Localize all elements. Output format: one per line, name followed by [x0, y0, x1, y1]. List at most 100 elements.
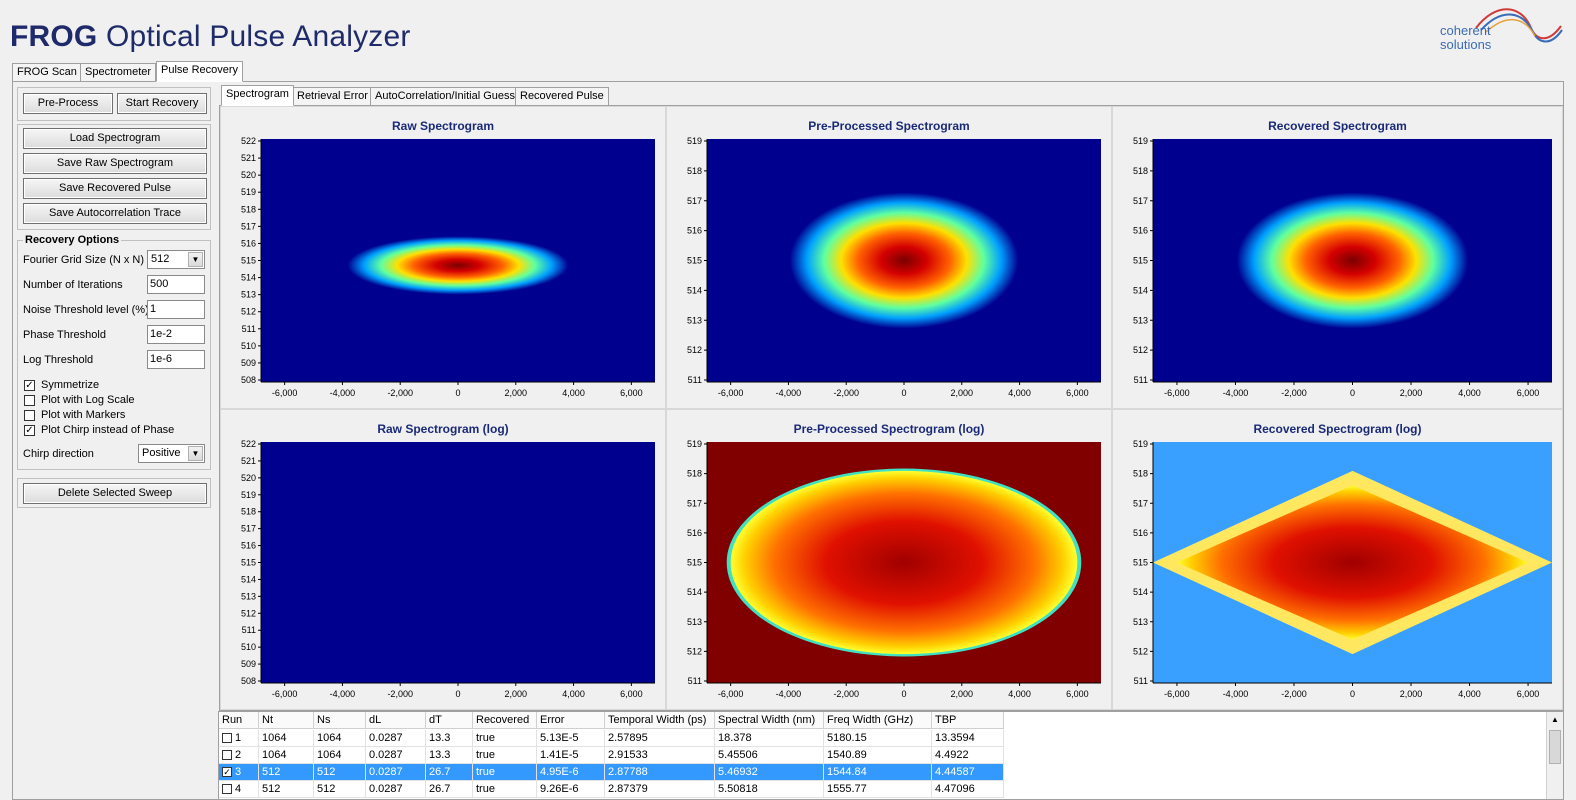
table-cell[interactable]: 0.0287: [366, 764, 426, 781]
phase-threshold-input[interactable]: 1e-2: [147, 325, 205, 344]
tab-retrieval-error[interactable]: Retrieval Error: [292, 87, 373, 106]
table-cell[interactable]: 5180.15: [824, 730, 932, 747]
table-cell[interactable]: 512: [314, 781, 366, 798]
x-tick-label: 0: [455, 689, 460, 699]
load-spectrogram-button[interactable]: Load Spectrogram: [23, 128, 207, 149]
table-cell[interactable]: 18.378: [715, 730, 824, 747]
y-tick-label: 513: [1133, 315, 1148, 325]
preprocess-button[interactable]: Pre-Process: [23, 93, 113, 114]
app-title: FROG Optical Pulse Analyzer: [10, 20, 411, 54]
tab-frog-scan[interactable]: FROG Scan: [12, 63, 82, 82]
table-cell[interactable]: 1.41E-5: [537, 747, 605, 764]
log-threshold-input[interactable]: 1e-6: [147, 350, 205, 369]
start-recovery-button[interactable]: Start Recovery: [117, 93, 207, 114]
table-header[interactable]: TBP: [932, 712, 1004, 729]
table-cell[interactable]: 13.3594: [932, 730, 1004, 747]
table-cell[interactable]: 0.0287: [366, 781, 426, 798]
table-cell[interactable]: 512: [314, 764, 366, 781]
tab-spectrogram[interactable]: Spectrogram: [221, 85, 294, 106]
table-cell[interactable]: 4: [219, 781, 259, 798]
scroll-thumb[interactable]: [1549, 730, 1561, 764]
table-cell[interactable]: true: [473, 764, 537, 781]
table-cell[interactable]: 4.47096: [932, 781, 1004, 798]
table-header[interactable]: dL: [366, 712, 426, 729]
table-cell[interactable]: 0.0287: [366, 730, 426, 747]
table-cell[interactable]: 1: [219, 730, 259, 747]
table-cell[interactable]: true: [473, 781, 537, 798]
row-checkbox[interactable]: [222, 750, 232, 760]
y-tick-label: 511: [688, 676, 702, 686]
plot-log-scale-checkbox[interactable]: [24, 395, 35, 406]
table-cell[interactable]: 26.7: [426, 764, 473, 781]
table-header[interactable]: Recovered: [473, 712, 537, 729]
noise-threshold-input[interactable]: 1: [147, 300, 205, 319]
tab-spectrometer[interactable]: Spectrometer: [80, 63, 157, 82]
row-checkbox[interactable]: [222, 784, 232, 794]
y-tick-label: 514: [1133, 587, 1148, 597]
table-cell[interactable]: ✓ 3: [219, 764, 259, 781]
y-tick-label: 513: [1133, 617, 1148, 627]
table-cell[interactable]: 1064: [314, 747, 366, 764]
table-cell[interactable]: 1544.84: [824, 764, 932, 781]
plot-markers-checkbox[interactable]: [24, 410, 35, 421]
table-header[interactable]: Spectral Width (nm): [715, 712, 824, 729]
table-cell[interactable]: true: [473, 730, 537, 747]
table-cell[interactable]: 2.57895: [605, 730, 715, 747]
table-cell[interactable]: 2.87788: [605, 764, 715, 781]
y-tick-label: 511: [1134, 676, 1148, 686]
table-cell[interactable]: 1064: [259, 730, 314, 747]
table-cell[interactable]: 512: [259, 764, 314, 781]
table-cell[interactable]: 1064: [314, 730, 366, 747]
run-number: 4: [235, 783, 242, 795]
table-cell[interactable]: 13.3: [426, 747, 473, 764]
table-cell[interactable]: 2.87379: [605, 781, 715, 798]
table-header[interactable]: Ns: [314, 712, 366, 729]
table-cell[interactable]: 5.46932: [715, 764, 824, 781]
table-cell[interactable]: 4.4922: [932, 747, 1004, 764]
table-header[interactable]: Freq Width (GHz): [824, 712, 932, 729]
tab-recovered-pulse[interactable]: Recovered Pulse: [515, 87, 609, 106]
table-cell[interactable]: 9.26E-6: [537, 781, 605, 798]
chevron-down-icon[interactable]: ▼: [188, 252, 203, 267]
table-cell[interactable]: 0.0287: [366, 747, 426, 764]
table-cell[interactable]: 1064: [259, 747, 314, 764]
table-scrollbar[interactable]: ▲: [1546, 712, 1563, 799]
save-raw-spectrogram-button[interactable]: Save Raw Spectrogram: [23, 153, 207, 174]
plot-title: Recovered Spectrogram (log): [1253, 422, 1422, 436]
fourier-grid-select[interactable]: 512 ▼: [147, 250, 205, 269]
table-cell[interactable]: 2: [219, 747, 259, 764]
table-cell[interactable]: 5.50818: [715, 781, 824, 798]
table-cell[interactable]: 5.13E-5: [537, 730, 605, 747]
table-header[interactable]: dT: [426, 712, 473, 729]
table-header[interactable]: Temporal Width (ps): [605, 712, 715, 729]
scroll-up-icon[interactable]: ▲: [1551, 715, 1559, 724]
symmetrize-checkbox[interactable]: ✓: [24, 380, 35, 391]
table-cell[interactable]: 512: [259, 781, 314, 798]
iterations-input[interactable]: 500: [147, 275, 205, 294]
tab-autocorrelation[interactable]: AutoCorrelation/Initial Guess: [370, 87, 521, 106]
spectrogram-plot: Recovered Spectrogram 519 518 517 516 515 514 5…: [1112, 106, 1563, 409]
delete-selected-sweep-button[interactable]: Delete Selected Sweep: [23, 483, 207, 504]
tab-pulse-recovery[interactable]: Pulse Recovery: [156, 61, 244, 82]
table-header[interactable]: Error: [537, 712, 605, 729]
table-cell[interactable]: 5.45506: [715, 747, 824, 764]
row-checkbox[interactable]: [222, 733, 232, 743]
chevron-down-icon[interactable]: ▼: [188, 446, 203, 461]
table-cell[interactable]: 1540.89: [824, 747, 932, 764]
table-header[interactable]: Run: [219, 712, 259, 729]
table-cell[interactable]: 4.44587: [932, 764, 1004, 781]
table-cell[interactable]: 2.91533: [605, 747, 715, 764]
table-cell[interactable]: 4.95E-6: [537, 764, 605, 781]
plot-chirp-checkbox[interactable]: ✓: [24, 425, 35, 436]
table-cell[interactable]: true: [473, 747, 537, 764]
table-cell[interactable]: 26.7: [426, 781, 473, 798]
table-cell[interactable]: 1555.77: [824, 781, 932, 798]
chirp-direction-select[interactable]: Positive ▼: [138, 444, 205, 463]
y-tick-label: 508: [241, 375, 256, 385]
y-tick-label: 517: [241, 221, 256, 231]
save-recovered-pulse-button[interactable]: Save Recovered Pulse: [23, 178, 207, 199]
table-cell[interactable]: 13.3: [426, 730, 473, 747]
row-checkbox[interactable]: ✓: [222, 767, 232, 777]
save-autocorrelation-button[interactable]: Save Autocorrelation Trace: [23, 203, 207, 224]
table-header[interactable]: Nt: [259, 712, 314, 729]
